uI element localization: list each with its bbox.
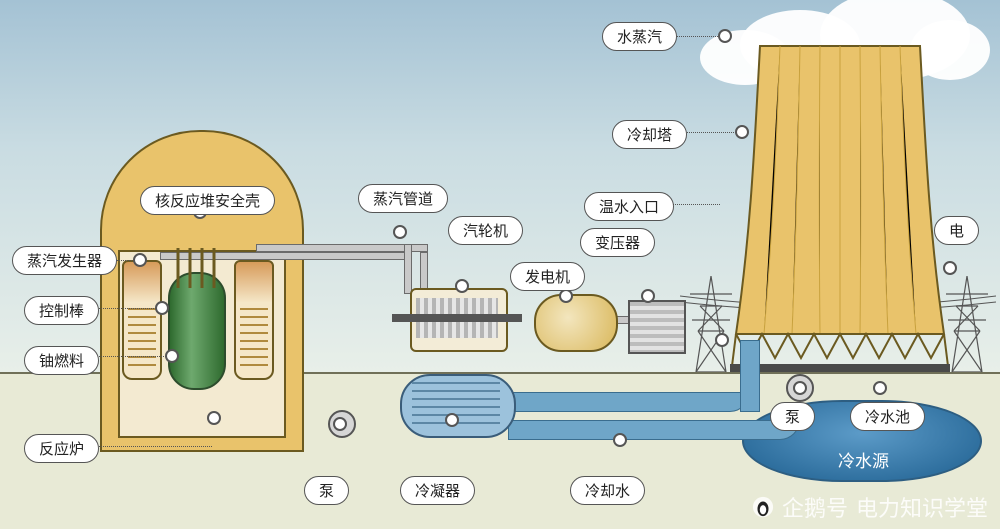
penguin-icon: [752, 496, 774, 518]
callout-dot: [559, 289, 573, 303]
callout-dot: [393, 225, 407, 239]
callout-dot: [641, 289, 655, 303]
label-fuel: 铀燃料: [24, 346, 99, 375]
steam-generator-right: [234, 260, 274, 380]
control-rods: [172, 248, 222, 288]
label-turbine: 汽轮机: [448, 216, 523, 245]
label-cold-source: 冷水源: [824, 444, 903, 475]
callout-dot: [445, 413, 459, 427]
callout-dot: [133, 253, 147, 267]
leader-line: [84, 446, 212, 447]
cooling-tower: [730, 38, 950, 374]
callout-dot: [155, 301, 169, 315]
generator: [534, 294, 618, 352]
label-steam-generator: 蒸汽发生器: [12, 246, 117, 275]
callout-dot: [793, 381, 807, 395]
reactor-vessel: [168, 272, 226, 390]
callout-dot: [333, 417, 347, 431]
label-reactor: 反应炉: [24, 434, 99, 463]
callout-dot: [207, 411, 221, 425]
label-pump-1: 泵: [304, 476, 349, 505]
callout-dot: [718, 29, 732, 43]
callout-dot: [165, 349, 179, 363]
steam-generator-left: [122, 260, 162, 380]
watermark-text: 电力知识学堂: [856, 491, 988, 523]
label-steam: 水蒸汽: [602, 22, 677, 51]
label-steam-pipe: 蒸汽管道: [358, 184, 448, 213]
callout-dot: [613, 433, 627, 447]
callout-dot: [943, 261, 957, 275]
callout-dot: [715, 333, 729, 347]
label-cooling-water: 冷却水: [570, 476, 645, 505]
turbine: [392, 288, 522, 398]
label-cold-pool: 冷水池: [850, 402, 925, 431]
callout-dot: [735, 125, 749, 139]
transformer: [628, 300, 686, 354]
label-pump-2: 泵: [770, 402, 815, 431]
label-warm-inlet: 温水入口: [584, 192, 674, 221]
callout-dot: [873, 381, 887, 395]
label-electricity: 电: [934, 216, 979, 245]
label-cooling-tower: 冷却塔: [612, 120, 687, 149]
label-containment: 核反应堆安全壳: [140, 186, 275, 215]
label-transformer: 变压器: [580, 228, 655, 257]
diagram-canvas: 水蒸汽 冷却塔 温水入口 电 核反应堆安全壳 蒸汽管道 汽轮机 变压器 蒸汽发生…: [0, 0, 1000, 529]
watermark: 企鹅号 电力知识学堂: [752, 491, 988, 523]
callout-dot: [455, 279, 469, 293]
watermark-brand: 企鹅号: [782, 491, 848, 523]
label-generator: 发电机: [510, 262, 585, 291]
label-condenser: 冷凝器: [400, 476, 475, 505]
label-control-rods: 控制棒: [24, 296, 99, 325]
